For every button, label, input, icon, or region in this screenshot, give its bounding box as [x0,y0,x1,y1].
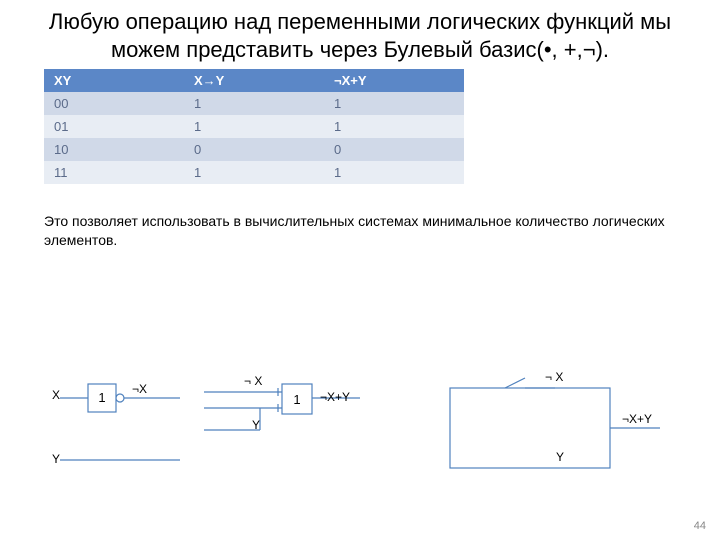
lbl-notx: ¬X [132,382,147,396]
lbl-r-top: ¬ X [545,370,563,384]
description-paragraph: Это позволяет использовать в вычислитель… [44,212,720,250]
lbl-y: Y [52,452,60,466]
gate1-label: 1 [98,390,105,405]
table-cell: 11 [44,161,184,184]
table-row: 01 1 1 [44,115,464,138]
table-cell: 00 [44,92,184,115]
slide-title: Любую операцию над переменными логически… [0,0,720,69]
table-row: 00 1 1 [44,92,464,115]
slide-number: 44 [694,520,706,532]
table-cell: 1 [184,161,324,184]
table-cell: 1 [324,115,464,138]
table-cell: 1 [324,161,464,184]
lbl-or-out: ¬X+Y [320,390,350,404]
col-header: X→Y [184,69,324,92]
lbl-r-out: ¬X+Y [622,412,652,426]
table-header-row: XY X→Y ¬X+Y [44,69,464,92]
table-cell: 0 [324,138,464,161]
lbl-r-bot: Y [556,450,564,464]
table-cell: 1 [324,92,464,115]
lbl-x: X [52,388,60,402]
truth-table: XY X→Y ¬X+Y 00 1 1 01 1 1 10 0 0 11 1 1 [44,69,464,184]
table-cell: 10 [44,138,184,161]
diagram-svg: 1 1 [0,370,720,520]
col-header: ¬X+Y [324,69,464,92]
table-cell: 0 [184,138,324,161]
lbl-or-top: ¬ X [244,374,262,388]
col-header: XY [44,69,184,92]
gate2-label: 1 [293,392,300,407]
table-row: 11 1 1 [44,161,464,184]
table-cell: 1 [184,115,324,138]
lbl-or-bot: Y [252,418,260,432]
table-row: 10 0 0 [44,138,464,161]
table-cell: 1 [184,92,324,115]
logic-diagram: 1 1 X Y ¬X ¬ X Y ¬X+Y ¬ X Y ¬X+Y [0,370,720,520]
table-cell: 01 [44,115,184,138]
